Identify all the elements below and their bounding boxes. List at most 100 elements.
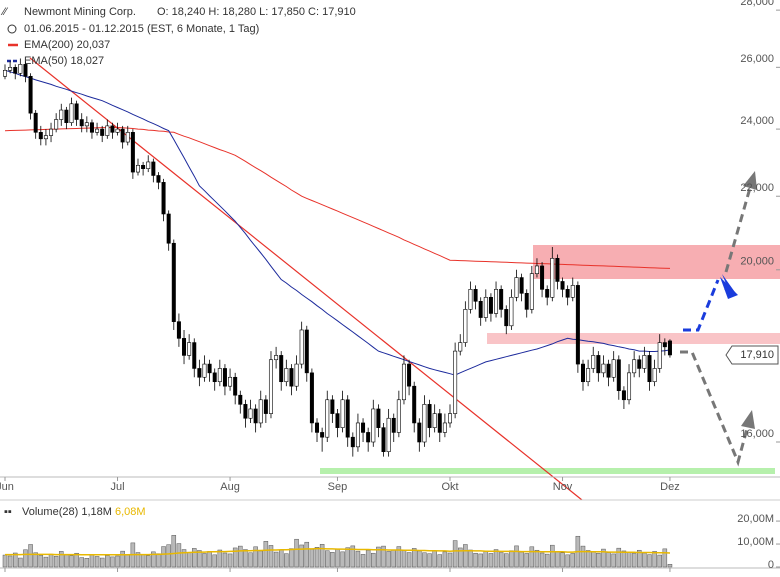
candle-body — [463, 309, 468, 343]
candle-body — [304, 329, 309, 374]
volume-bar — [442, 551, 448, 568]
volume-bar — [94, 556, 100, 568]
candle-body — [417, 422, 422, 443]
candle-body — [79, 119, 84, 127]
y-tick-label: 20,00M — [737, 513, 774, 525]
candle-body — [601, 363, 606, 374]
volume-bar — [151, 551, 156, 568]
volume-bar — [171, 535, 177, 568]
legend-name: EMA(50) — [24, 55, 67, 67]
volume-bar — [258, 550, 263, 568]
candle-body — [192, 342, 197, 369]
volume-bar — [89, 554, 95, 568]
volume-bar — [657, 554, 662, 568]
candle-body — [580, 363, 585, 383]
volume-bar — [560, 552, 565, 568]
candle-body — [130, 132, 135, 173]
y-tick-label: 22,000 — [740, 182, 774, 194]
candle-body — [627, 372, 632, 401]
volume-bar — [432, 550, 437, 568]
volume-bar — [319, 544, 325, 568]
icon: ▪▪ — [4, 506, 12, 518]
x-tick-label: Nov — [553, 481, 573, 493]
forecast-arrow — [724, 187, 752, 273]
volume-bar — [7, 555, 13, 568]
candle-body — [2, 69, 8, 77]
candle-body — [335, 413, 340, 428]
candle-body — [59, 109, 64, 120]
x-tick-label: Sep — [328, 481, 348, 493]
volume-bar — [360, 554, 366, 568]
candle-body — [89, 122, 94, 133]
volume-bar — [452, 540, 458, 568]
y-tick-label: 16,000 — [740, 428, 774, 440]
candle-body — [299, 329, 304, 365]
volume-bar — [309, 549, 315, 568]
volume-bar — [580, 545, 586, 568]
volume-bar — [488, 553, 494, 568]
candle-body — [23, 64, 28, 77]
legend-value: 20,037 — [77, 39, 111, 51]
candle-body — [606, 363, 611, 378]
volume-bar — [621, 550, 627, 568]
volume-bar — [110, 556, 115, 568]
volume-bar — [662, 548, 668, 568]
candle-body — [632, 359, 637, 374]
candle-body — [396, 399, 401, 433]
support-zone — [487, 333, 780, 344]
volume-bar — [145, 555, 151, 568]
volume-bar — [519, 551, 524, 568]
candle-body — [309, 372, 314, 424]
volume-bar — [637, 549, 642, 568]
candle-body — [591, 355, 596, 369]
candle-body — [110, 125, 115, 133]
volume-bar — [555, 551, 560, 568]
volume-bar — [2, 554, 8, 568]
candle-body — [621, 390, 626, 401]
candle-body — [197, 368, 202, 378]
candle-body — [545, 289, 550, 298]
volume-bar — [447, 552, 453, 568]
candle-body — [268, 359, 273, 414]
arrow-head — [720, 277, 738, 299]
candle-body — [161, 182, 166, 215]
y-tick-label: 26,000 — [740, 53, 774, 65]
volume-bar — [28, 544, 33, 568]
price-tag-label: 17,910 — [740, 349, 774, 361]
candle-body — [105, 125, 110, 136]
candle-body — [432, 413, 437, 428]
volume-bar — [401, 550, 407, 568]
volume-bar — [417, 550, 422, 568]
volume-bar — [202, 553, 207, 568]
volume-bar — [529, 546, 535, 568]
candle-body — [529, 273, 534, 310]
volume-title: Volume(28) 1,18M 6,08M — [22, 506, 146, 518]
volume-bar — [64, 554, 69, 568]
candle-body — [509, 296, 514, 327]
volume-bar — [53, 555, 59, 568]
volume-bar — [391, 549, 396, 568]
volume-bar — [631, 553, 637, 568]
candle-body — [284, 368, 289, 383]
candle-body — [361, 422, 366, 433]
volume-ma — [5, 547, 671, 556]
volume-bar — [350, 545, 356, 568]
volume-bar — [330, 552, 335, 568]
candle-body — [345, 399, 350, 438]
volume-bar — [411, 548, 417, 568]
volume-bar — [284, 553, 289, 568]
candle-body — [611, 359, 616, 378]
candle-body — [662, 342, 667, 348]
candle-body — [386, 417, 391, 453]
candle-body — [156, 175, 161, 183]
y-tick-label: 20,000 — [740, 256, 774, 268]
candle-body — [483, 296, 488, 318]
candle-body — [43, 135, 48, 140]
candle-body — [540, 265, 545, 290]
candle-body — [33, 112, 38, 133]
volume-bar — [166, 544, 171, 568]
candle-body — [468, 289, 473, 310]
volume-bar — [18, 557, 23, 568]
candle-body — [182, 338, 187, 356]
